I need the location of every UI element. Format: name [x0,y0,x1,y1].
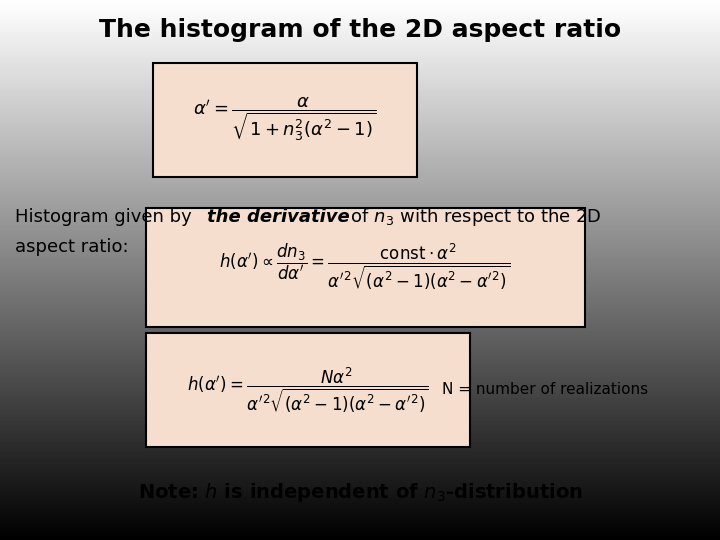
Text: Histogram given by: Histogram given by [15,208,197,226]
Text: $h(\alpha') \propto \dfrac{dn_3}{d\alpha'} = \dfrac{\mathrm{const} \cdot \alpha^: $h(\alpha') \propto \dfrac{dn_3}{d\alpha… [220,242,510,292]
Text: the derivative: the derivative [207,208,350,226]
FancyBboxPatch shape [153,63,417,177]
Text: of $n_3$ with respect to the 2D: of $n_3$ with respect to the 2D [345,206,602,228]
Text: aspect ratio:: aspect ratio: [15,238,129,256]
Text: N = number of realizations: N = number of realizations [442,382,648,397]
Text: $\alpha' = \dfrac{\alpha}{\sqrt{1 + n_3^2(\alpha^2 - 1)}}$: $\alpha' = \dfrac{\alpha}{\sqrt{1 + n_3^… [193,96,377,144]
Text: $h(\alpha') = \dfrac{N\alpha^2}{\alpha'^2\sqrt{(\alpha^2-1)(\alpha^2-\alpha'^2)}: $h(\alpha') = \dfrac{N\alpha^2}{\alpha'^… [187,365,429,415]
Text: The histogram of the 2D aspect ratio: The histogram of the 2D aspect ratio [99,18,621,42]
FancyBboxPatch shape [146,208,585,327]
FancyBboxPatch shape [146,333,470,447]
Text: Note: $\mathit{h}$ is independent of $\mathit{n_3}$-distribution: Note: $\mathit{h}$ is independent of $\m… [138,482,582,504]
